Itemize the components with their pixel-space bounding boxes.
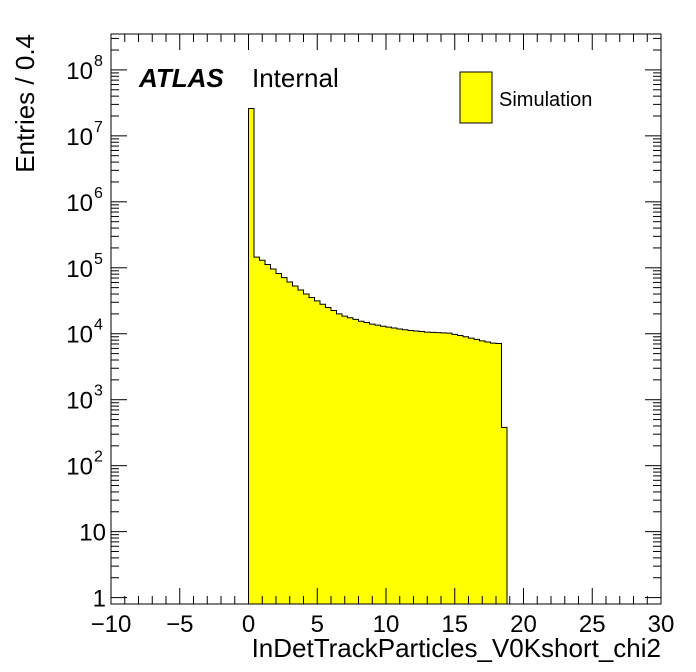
histogram-bar xyxy=(408,330,414,604)
x-axis-ticks xyxy=(110,34,662,604)
histogram-bar xyxy=(336,313,343,604)
histogram-bar xyxy=(397,329,403,604)
histogram-bar xyxy=(325,307,332,604)
histogram-bar xyxy=(369,324,376,604)
histogram-bar xyxy=(496,343,502,604)
histogram-bar xyxy=(457,335,464,604)
y-axis-ticks xyxy=(111,37,661,599)
x-tick-label: −5 xyxy=(166,611,193,638)
histogram-bar xyxy=(380,326,387,604)
y-tick-exponent: 7 xyxy=(94,119,103,136)
histogram-bar xyxy=(435,332,442,604)
histogram-bars xyxy=(248,108,508,604)
histogram-bar xyxy=(468,338,475,604)
histogram-bar xyxy=(364,322,370,604)
y-tick-exponent: 4 xyxy=(94,317,103,334)
y-tick-label: 10 xyxy=(66,124,93,151)
histogram-bar xyxy=(424,332,431,604)
histogram-bar xyxy=(375,325,381,604)
y-tick-label: 10 xyxy=(66,322,93,349)
histogram-bar xyxy=(248,108,255,604)
y-tick-label: 1 xyxy=(93,586,106,613)
internal-label: Internal xyxy=(252,63,339,93)
y-tick-exponent: 3 xyxy=(94,383,103,400)
y-tick-exponent: 2 xyxy=(94,449,103,466)
histogram-bar xyxy=(298,290,304,604)
histogram-bar xyxy=(254,257,260,604)
histogram-bar xyxy=(501,427,508,604)
histogram-bar xyxy=(265,264,271,604)
histogram-bar xyxy=(441,332,447,604)
y-tick-exponent: 6 xyxy=(94,185,103,202)
histogram-bar xyxy=(259,260,266,604)
y-tick-label: 10 xyxy=(66,256,93,283)
x-axis-label: InDetTrackParticles_V0Kshort_chi2 xyxy=(252,633,661,663)
histogram-bar xyxy=(314,300,321,604)
y-axis-label: Entries / 0.4 xyxy=(10,34,40,173)
histogram-bar xyxy=(419,331,425,604)
histogram-bar xyxy=(446,333,453,604)
y-tick-label: 10 xyxy=(66,454,93,481)
legend-swatch xyxy=(459,71,493,124)
histogram-bar xyxy=(347,317,354,604)
histogram-bar xyxy=(309,297,315,604)
histogram-bar xyxy=(270,268,277,604)
histogram-bar xyxy=(479,340,486,604)
x-axis-tick-labels: −10 −5 0 5 10 15 20 25 30 xyxy=(91,611,675,638)
histogram-bar xyxy=(402,329,409,604)
y-tick-exponent: 8 xyxy=(94,53,103,70)
y-tick-exponent: 5 xyxy=(94,251,103,268)
histogram-bar xyxy=(474,339,480,604)
histogram-bar xyxy=(386,327,392,604)
histogram-bar xyxy=(452,334,458,604)
x-tick-label: 10 xyxy=(373,611,400,638)
histogram-bar xyxy=(303,294,310,604)
histogram-bar xyxy=(276,273,282,604)
histogram-outline xyxy=(248,107,508,604)
y-tick-label: 10 xyxy=(66,190,93,217)
x-tick-label: 25 xyxy=(579,611,606,638)
legend-entry-simulation: Simulation xyxy=(499,89,592,111)
atlas-label: ATLAS xyxy=(138,63,224,93)
y-tick-label: 10 xyxy=(66,58,93,85)
histogram-bar xyxy=(287,281,293,604)
histogram-bar xyxy=(358,321,365,604)
histogram-bar xyxy=(331,310,337,604)
x-tick-label: 5 xyxy=(311,611,324,638)
histogram-bar xyxy=(485,341,491,604)
histogram-bar xyxy=(463,336,469,604)
histogram-bar xyxy=(281,277,288,604)
x-tick-label: −10 xyxy=(91,611,132,638)
histogram-bar xyxy=(320,304,326,604)
histogram-bar xyxy=(430,332,436,604)
x-tick-label: 30 xyxy=(648,611,675,638)
histogram-bar xyxy=(391,328,398,604)
histogram-bar xyxy=(353,319,359,604)
legend: Simulation xyxy=(459,71,592,124)
histogram-bar xyxy=(342,316,348,604)
y-tick-label: 10 xyxy=(66,388,93,415)
y-tick-label: 10 xyxy=(79,520,106,547)
x-tick-label: 0 xyxy=(242,611,255,638)
histogram-bar xyxy=(292,285,299,604)
x-tick-label: 20 xyxy=(510,611,537,638)
histogram-bar xyxy=(413,331,420,604)
histogram-bar xyxy=(490,343,497,604)
x-tick-label: 15 xyxy=(441,611,468,638)
